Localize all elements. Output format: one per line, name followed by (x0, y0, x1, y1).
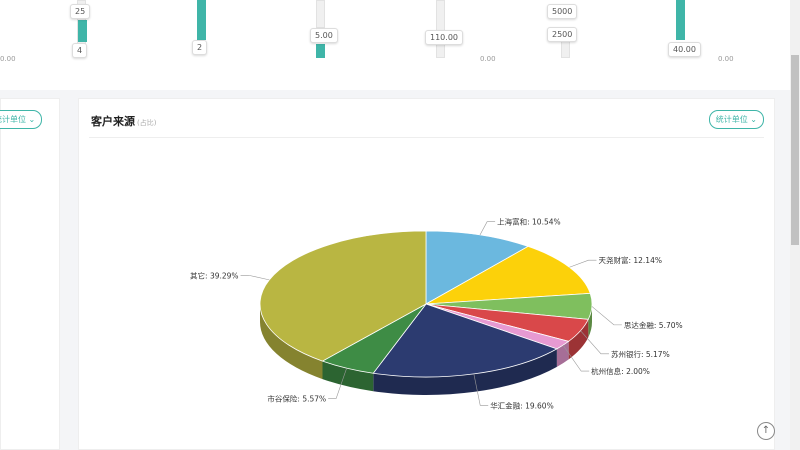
slider-handle[interactable]: 110.00 (425, 30, 463, 45)
filter-sliders: 25 4 2 5.00 110.00 0.00 0.00 5000 2500 4… (0, 0, 790, 90)
label-line (479, 221, 496, 236)
slider-handle-low[interactable]: 2500 (547, 27, 578, 42)
pie-slice-side (260, 304, 323, 380)
slider-range (316, 44, 325, 58)
title-suffix: (占比) (137, 119, 157, 127)
slider-handle[interactable]: 40.00 (668, 42, 701, 57)
slice-label: 上海富和: 10.54% (497, 217, 561, 227)
divider (89, 137, 764, 138)
label-line (240, 274, 270, 281)
slice-label: 华汇金融: 19.60% (490, 400, 554, 410)
left-panel: 统计单位 ⌄ (0, 98, 60, 450)
slider-handle[interactable]: 5.00 (310, 28, 338, 43)
pie-slice[interactable] (372, 303, 558, 378)
tick-label: 0.00 (0, 55, 16, 63)
arrow-up-circle-icon[interactable]: ↑ (757, 422, 775, 440)
unit-dropdown[interactable]: 统计单位 ⌄ (708, 110, 764, 129)
pie-slice-side (568, 319, 589, 360)
scrollbar-thumb[interactable] (791, 55, 799, 245)
slice-label: 其它: 39.29% (190, 270, 239, 280)
label-line (328, 368, 347, 399)
slider-handle-low[interactable]: 4 (72, 43, 88, 58)
label-line (569, 259, 597, 268)
pie-slice-side (373, 348, 557, 395)
slice-label: 思达金融: 5.70% (624, 320, 683, 330)
slider-track[interactable] (316, 0, 325, 28)
slider-handle-high[interactable]: 5000 (547, 4, 578, 19)
title-text: 客户来源 (91, 115, 135, 128)
unit-label: 统计单位 (715, 115, 748, 124)
slider-handle-low[interactable]: 2 (192, 40, 208, 55)
pie-slice[interactable] (259, 230, 427, 362)
slider-track[interactable] (436, 0, 445, 58)
label-line (473, 373, 489, 406)
label-line (562, 345, 590, 372)
unit-label: 统计单位 (0, 115, 26, 124)
tick-label: 0.00 (480, 55, 496, 63)
slider-range (197, 0, 206, 40)
label-line (580, 330, 609, 355)
slice-label: 天尧财富: 12.14% (598, 255, 662, 265)
slice-label: 市谷保险: 5.57% (267, 393, 326, 403)
slider-handle-high[interactable]: 25 (70, 4, 91, 19)
pie-slice-side (556, 341, 569, 367)
pie-slice-side (322, 361, 374, 392)
unit-dropdown[interactable]: 统计单位 ⌄ (0, 110, 43, 129)
slider-range (676, 0, 685, 40)
card-title: 客户来源 (占比) (91, 113, 156, 129)
slice-label: 杭州信息: 2.00% (591, 366, 650, 376)
slider-range (78, 20, 87, 42)
tick-label: 0.00 (718, 55, 734, 63)
slice-label: 苏州银行: 5.17% (611, 349, 670, 359)
label-line (591, 306, 622, 326)
scrollbar[interactable] (790, 0, 800, 450)
pie-slice[interactable] (425, 230, 530, 305)
